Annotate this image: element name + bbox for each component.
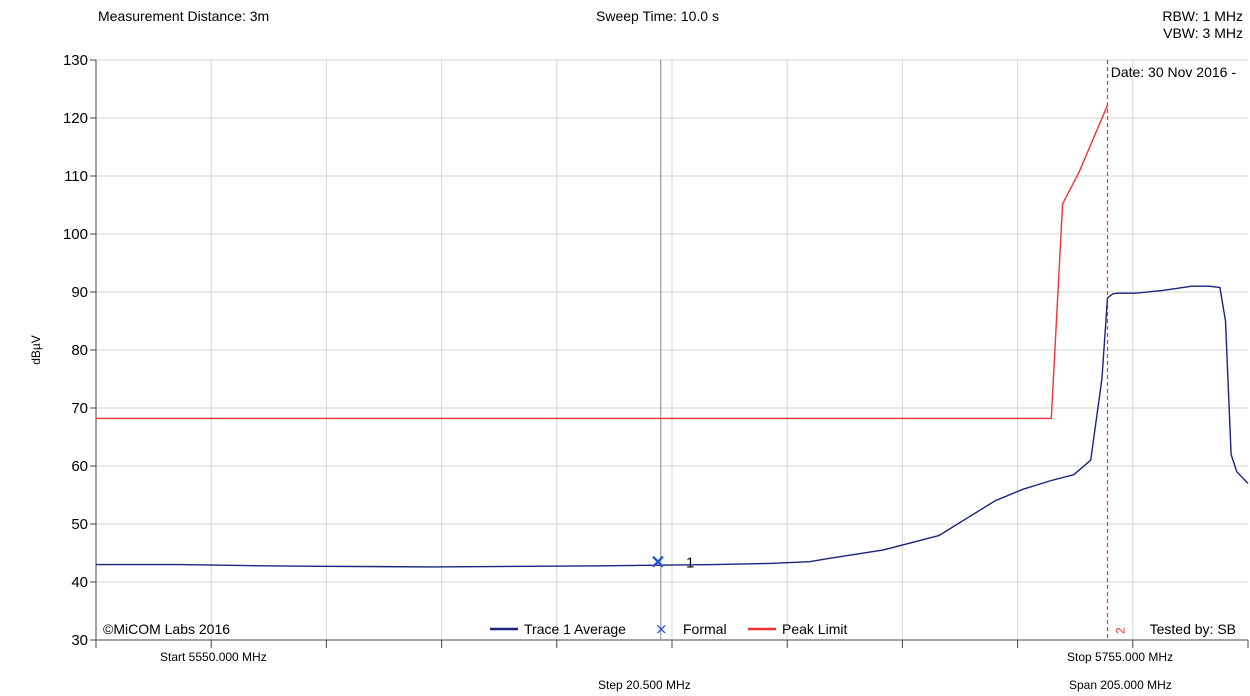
y-tick-label: 110 <box>64 168 88 185</box>
y-tick-label: 120 <box>63 110 88 127</box>
legend-label-peak-limit: Peak Limit <box>782 621 847 637</box>
chart-grid <box>96 59 1248 641</box>
measurement-distance-label: Measurement Distance: 3m <box>98 8 270 24</box>
y-tick-label: 60 <box>71 458 88 475</box>
tested-by-label: Tested by: SB <box>1150 621 1236 637</box>
legend-label-formal: Formal <box>683 621 727 637</box>
y-tick-label: 30 <box>71 632 88 649</box>
x-axis <box>95 639 1249 648</box>
series-trace-1-average <box>96 285 1249 568</box>
step-frequency-label: Step 20.500 MHz <box>598 678 691 692</box>
y-tick-label: 50 <box>71 516 88 533</box>
legend-label-trace-1-average: Trace 1 Average <box>524 621 626 637</box>
series-peak-limit <box>96 104 1109 420</box>
y-tick-label: 130 <box>63 52 88 69</box>
start-frequency-label: Start 5550.000 MHz <box>160 650 267 664</box>
y-tick-label: 90 <box>71 284 88 301</box>
sweep-time-label: Sweep Time: 10.0 s <box>596 8 719 24</box>
legend: Trace 1 Average × Formal Peak Limit <box>490 620 847 638</box>
y-tick-label: 80 <box>71 342 88 359</box>
y-tick-label: 70 <box>71 400 88 417</box>
vbw-label: VBW: 3 MHz <box>1163 25 1243 41</box>
span-frequency-label: Span 205.000 MHz <box>1069 678 1172 692</box>
copyright-label: ©MiCOM Labs 2016 <box>103 621 230 637</box>
y-axis-title: dBµV <box>29 335 43 365</box>
vline-label: 2 <box>1114 627 1128 634</box>
chart-markers: 1 <box>652 555 694 572</box>
chart-series <box>96 104 1249 568</box>
rbw-label: RBW: 1 MHz <box>1162 8 1243 24</box>
y-tick-label: 100 <box>63 226 88 243</box>
stop-frequency-label: Stop 5755.000 MHz <box>1067 650 1173 664</box>
formal-marker-stroke-b <box>652 555 664 568</box>
y-axis: 30 40 50 60 70 80 90 100 110 120 130 <box>63 52 97 649</box>
date-label: Date: 30 Nov 2016 - <box>1111 64 1237 80</box>
formal-marker-label: 1 <box>686 555 694 572</box>
legend-swatch-formal: × <box>655 620 668 638</box>
y-tick-label: 40 <box>71 574 88 591</box>
vertical-lines: 2 <box>660 60 1128 640</box>
